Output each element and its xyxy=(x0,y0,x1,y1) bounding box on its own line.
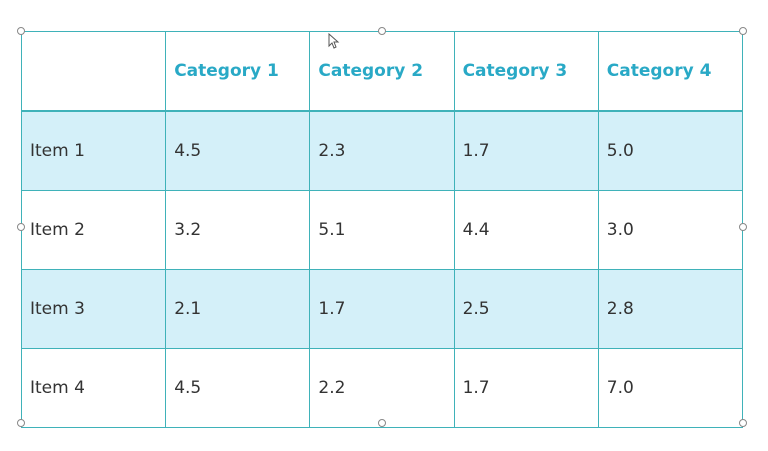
table-row: Item 4 4.5 2.2 1.7 7.0 xyxy=(20,348,744,428)
row-label: Item 3 xyxy=(20,269,167,349)
row-label: Item 4 xyxy=(20,348,167,428)
header-row: Category 1 Category 2 Category 3 Categor… xyxy=(20,31,744,112)
value-cell: 2.8 xyxy=(597,269,744,349)
value-cell: 2.2 xyxy=(309,348,455,428)
value-cell: 7.0 xyxy=(597,348,744,428)
value-cell: 1.7 xyxy=(309,269,455,349)
row-label: Item 2 xyxy=(20,190,167,270)
value-cell: 2.1 xyxy=(165,269,311,349)
row-label: Item 1 xyxy=(20,110,167,191)
header-cell: Category 1 xyxy=(165,31,311,112)
value-cell: 5.1 xyxy=(309,190,455,270)
header-cell: Category 3 xyxy=(453,31,599,112)
data-table[interactable]: Category 1 Category 2 Category 3 Categor… xyxy=(20,31,744,428)
value-cell: 2.3 xyxy=(309,110,455,191)
table-row: Item 2 3.2 5.1 4.4 3.0 xyxy=(20,190,744,270)
header-cell: Category 4 xyxy=(597,31,744,112)
value-cell: 1.7 xyxy=(453,348,599,428)
value-cell: 3.0 xyxy=(597,190,744,270)
table-row: Item 3 2.1 1.7 2.5 2.8 xyxy=(20,269,744,349)
value-cell: 4.4 xyxy=(453,190,599,270)
table-body: Item 1 4.5 2.3 1.7 5.0 Item 2 3.2 5.1 4.4 3.0 Item… xyxy=(20,110,744,428)
corner-cell xyxy=(20,31,167,112)
value-cell: 1.7 xyxy=(453,110,599,191)
value-cell: 2.5 xyxy=(453,269,599,349)
value-cell: 5.0 xyxy=(597,110,744,191)
value-cell: 3.2 xyxy=(165,190,311,270)
header-cell: Category 2 xyxy=(309,31,455,112)
value-cell: 4.5 xyxy=(165,348,311,428)
table-row: Item 1 4.5 2.3 1.7 5.0 xyxy=(20,110,744,191)
value-cell: 4.5 xyxy=(165,110,311,191)
